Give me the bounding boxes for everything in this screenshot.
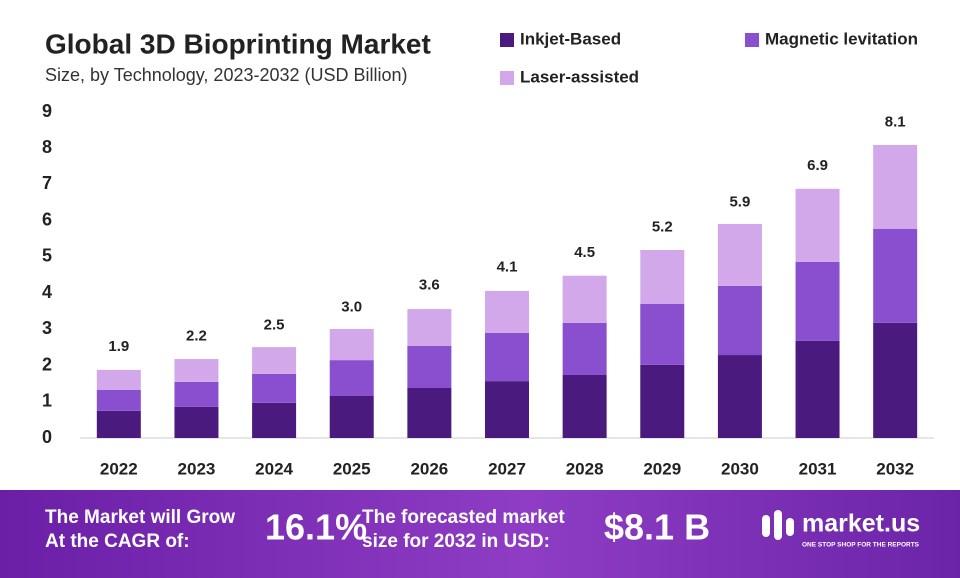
- bar-segment: [96, 410, 141, 438]
- x-tick-label: 2024: [255, 459, 293, 478]
- bar-segment: [252, 402, 297, 438]
- footer-text: The forecasted market: [362, 507, 565, 528]
- footer-text: size for 2032 in USD:: [362, 531, 550, 552]
- footer-banner: [0, 490, 960, 578]
- x-tick-label: 2026: [410, 459, 448, 478]
- bar-segment: [96, 369, 141, 390]
- footer-text: The Market will Grow: [45, 507, 235, 528]
- x-tick-label: 2032: [876, 459, 914, 478]
- bar-segment: [717, 285, 762, 356]
- bar-segment: [174, 359, 219, 382]
- brand: market.us: [802, 510, 920, 538]
- legend-label: Magnetic levitation: [765, 29, 918, 48]
- bar-segment: [485, 290, 529, 333]
- y-tick-label: 7: [42, 173, 52, 193]
- y-tick-label: 5: [42, 246, 52, 266]
- footer-text: At the CAGR of:: [45, 531, 190, 552]
- bar-segment: [640, 250, 685, 304]
- y-tick-label: 6: [42, 209, 52, 229]
- total-label: 3.6: [419, 277, 440, 294]
- total-label: 6.9: [807, 157, 828, 174]
- bar-segment: [717, 355, 762, 438]
- total-label: 1.9: [108, 338, 129, 355]
- bar-segment: [717, 223, 762, 286]
- bar-segment: [873, 144, 918, 229]
- bar-segment: [640, 303, 685, 365]
- total-label: 5.2: [652, 219, 673, 236]
- tagline: ONE STOP SHOP FOR THE REPORTS: [802, 542, 920, 549]
- bar-segment: [485, 332, 529, 382]
- legend-label: Laser-assisted: [520, 67, 639, 86]
- chart-title: Global 3D Bioprinting Market: [45, 28, 431, 59]
- total-label: 8.1: [885, 114, 906, 131]
- chart-subtitle: Size, by Technology, 2023-2032 (USD Bill…: [45, 65, 408, 85]
- bar-segment: [562, 275, 607, 323]
- x-tick-label: 2030: [721, 459, 759, 478]
- bar-segment: [562, 374, 607, 438]
- bar-segment: [407, 309, 452, 346]
- footer-forecast: $8.1 B: [604, 507, 710, 548]
- bar-segment: [795, 261, 840, 341]
- legend-swatch: [500, 33, 514, 47]
- y-tick-label: 1: [42, 391, 52, 411]
- bar-segment: [873, 228, 918, 323]
- bar-segment: [407, 388, 452, 438]
- bar-segment: [96, 389, 141, 411]
- bar-segment: [407, 345, 452, 389]
- legend-swatch: [745, 33, 759, 47]
- y-tick-label: 4: [42, 282, 52, 302]
- x-tick-label: 2028: [566, 459, 604, 478]
- legend-swatch: [500, 71, 514, 85]
- total-label: 4.1: [497, 258, 518, 275]
- bar-segment: [252, 347, 297, 374]
- bar-segment: [640, 364, 685, 438]
- x-tick-label: 2022: [100, 459, 138, 478]
- logo-icon: [762, 510, 794, 540]
- y-tick-label: 3: [42, 318, 52, 338]
- y-tick-label: 0: [42, 427, 52, 447]
- legend-label: Inkjet-Based: [520, 29, 621, 48]
- bar-segment: [329, 328, 374, 361]
- x-tick-label: 2025: [333, 459, 371, 478]
- total-label: 2.5: [264, 316, 285, 333]
- total-label: 5.9: [729, 193, 750, 210]
- footer-cagr: 16.1%: [265, 507, 367, 548]
- bar-segment: [873, 322, 918, 438]
- x-tick-label: 2027: [488, 459, 526, 478]
- bar-segment: [485, 381, 529, 438]
- y-tick-label: 9: [42, 101, 52, 121]
- y-tick-label: 8: [42, 137, 52, 157]
- total-label: 3.0: [341, 298, 362, 315]
- bar-segment: [562, 322, 607, 375]
- bar-segment: [329, 395, 374, 438]
- x-tick-label: 2029: [643, 459, 681, 478]
- bar-segment: [252, 373, 297, 403]
- total-label: 4.5: [574, 244, 595, 261]
- bar-segment: [174, 406, 219, 438]
- bar-segment: [795, 340, 840, 438]
- bar-segment: [795, 188, 840, 262]
- bar-segment: [174, 381, 219, 407]
- bar-segment: [329, 360, 374, 396]
- total-label: 2.2: [186, 327, 207, 344]
- x-tick-label: 2023: [178, 459, 216, 478]
- x-tick-label: 2031: [799, 459, 837, 478]
- y-tick-label: 2: [42, 354, 52, 374]
